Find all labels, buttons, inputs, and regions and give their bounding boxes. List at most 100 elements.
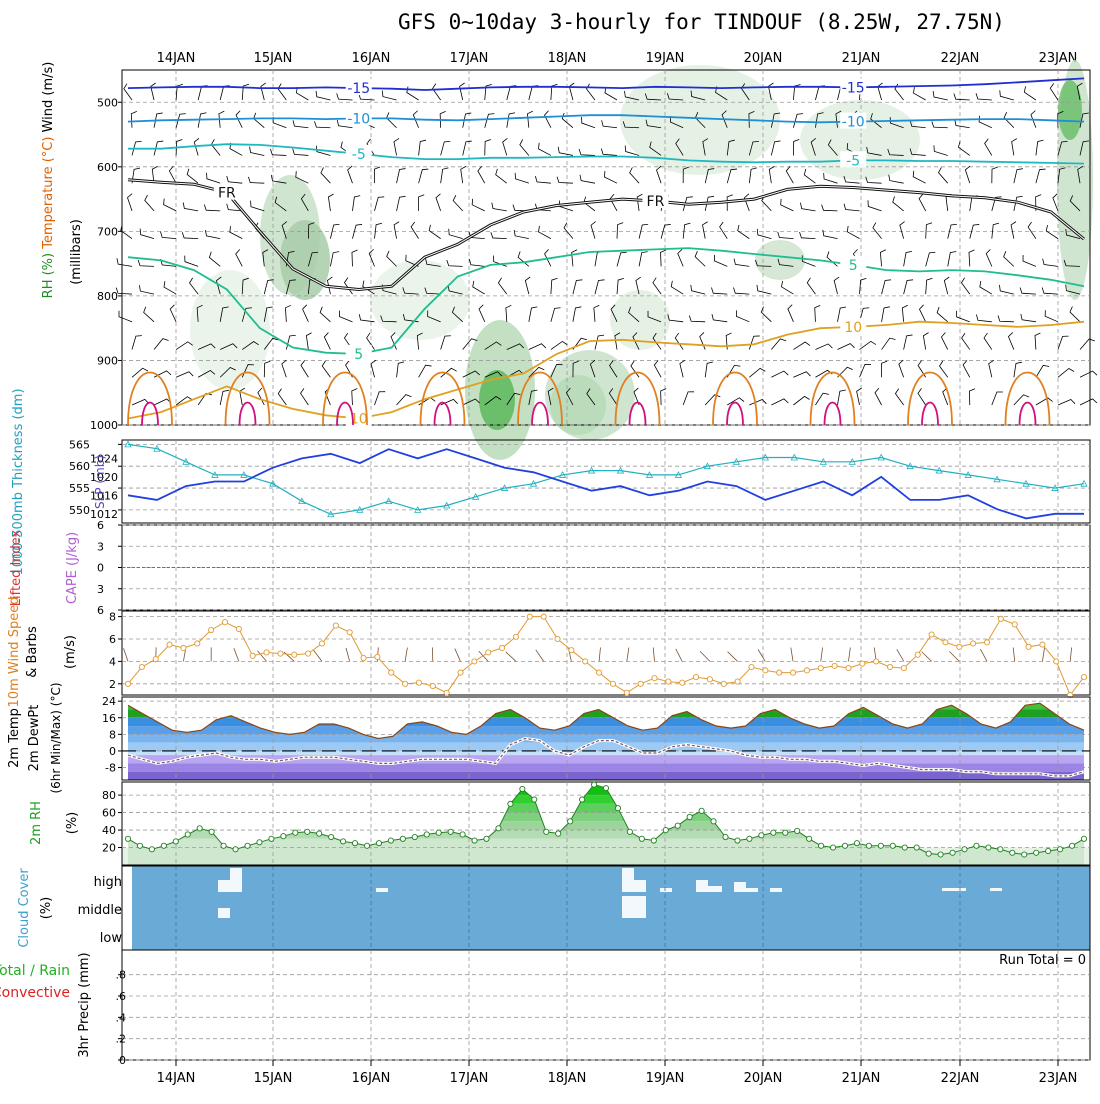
upper-air-ylabel2-text: (millibars) <box>69 219 84 285</box>
wind10-speed-point <box>292 652 297 657</box>
upper-air-barb <box>984 333 992 350</box>
upper-air-barb <box>878 83 883 100</box>
upper-air-barb <box>164 199 177 211</box>
wind10-speed-point <box>693 674 698 679</box>
upper-air-barb <box>520 139 529 155</box>
rh2m-point <box>412 834 417 839</box>
upper-air-barb <box>738 225 750 239</box>
upper-air-barb <box>744 194 749 211</box>
isotherm-label--5: -5 <box>352 147 366 163</box>
wind10-ylabel2-text: & Barbs <box>25 626 40 678</box>
upper-air-barb <box>492 203 507 211</box>
rh2m-point <box>878 843 883 848</box>
rh2m-point <box>854 841 859 846</box>
upper-air-barb <box>525 277 530 294</box>
upper-air-ytick-label: 900 <box>97 354 118 367</box>
cape-ylabel-part: CAPE (J/kg) <box>65 532 80 604</box>
upper-air-barb <box>124 84 132 100</box>
upper-air-barb <box>544 111 550 128</box>
upper-air-barb <box>804 169 815 183</box>
upper-air-barb <box>815 305 821 321</box>
upper-air-barb <box>306 333 311 350</box>
wind10-barb <box>980 649 987 661</box>
thickness-ytick-label: 550 <box>69 504 90 517</box>
isotherm-20-lobe <box>727 403 743 426</box>
wind10-barb <box>346 648 350 662</box>
upper-air-barb <box>934 145 948 155</box>
wind10-ytick-label: 2 <box>109 678 116 691</box>
upper-air-barb <box>749 168 757 183</box>
wind10-speed-point <box>929 632 934 637</box>
upper-air-barb <box>551 308 561 322</box>
cloud-cover-cell <box>622 868 634 892</box>
upper-air-barb <box>463 141 472 155</box>
rh2m-point <box>233 847 238 852</box>
cloud-cover-cell <box>622 896 646 918</box>
wind10-speed-point <box>278 651 283 656</box>
wind10-speed-point <box>139 664 144 669</box>
rh2m-ylabel-part: 2m RH <box>29 801 44 845</box>
upper-air-barb <box>595 280 605 294</box>
rh2m-point <box>842 843 847 848</box>
bottom-date-label-16JAN: 16JAN <box>352 1071 391 1086</box>
rh2m-point <box>723 834 728 839</box>
lifted-index-ytick-label: 6 <box>97 604 104 617</box>
wind10-barb <box>1070 648 1072 662</box>
upper-air-barb <box>204 205 220 211</box>
isotherm-20-lobe <box>825 403 841 426</box>
upper-air-barb <box>1012 139 1017 156</box>
upper-air-barb <box>793 342 810 350</box>
isotherm-20-lobe <box>922 403 938 426</box>
wind10-barb <box>599 648 600 662</box>
upper-air-barb <box>573 280 582 294</box>
upper-air-barb <box>815 344 832 350</box>
upper-air-barb <box>419 195 425 211</box>
wind10-speed-point <box>874 659 879 664</box>
upper-air-barb <box>211 139 220 155</box>
wind10-speed-point <box>347 630 352 635</box>
upper-air-barb <box>979 116 992 128</box>
rh2m-point <box>627 829 632 834</box>
upper-air-barb <box>827 252 838 267</box>
isotherm-label--5: -5 <box>846 153 860 169</box>
upper-air-ylabel-part: Wind (m/s) <box>41 62 56 133</box>
rh2m-point <box>890 843 895 848</box>
upper-air-barb <box>322 361 330 377</box>
upper-air-barb <box>359 314 374 322</box>
upper-air-barb <box>893 196 904 211</box>
upper-air-barb <box>1014 169 1023 184</box>
upper-air-barb <box>352 196 360 211</box>
lifted-index-ytick-label: 0 <box>97 562 104 575</box>
upper-air-barb <box>1058 336 1069 349</box>
upper-air-barb <box>1008 332 1013 349</box>
wind10-barb <box>314 650 322 661</box>
rh2m-point <box>615 806 620 811</box>
temp-band <box>122 697 1090 701</box>
upper-air-barb <box>1050 83 1058 100</box>
wind10-speed-point <box>763 668 768 673</box>
upper-air-barb <box>352 250 358 266</box>
upper-air-barb <box>116 288 132 295</box>
rh2m-ylabel-text: 2m RH <box>29 801 44 845</box>
upper-air-barb <box>1045 310 1058 322</box>
isotherm--10 <box>128 115 1084 122</box>
upper-air-barb <box>496 169 507 183</box>
rh2m-ylabel2: (%) <box>65 812 80 835</box>
upper-air-barb <box>518 252 529 267</box>
upper-air-barb <box>227 176 243 183</box>
upper-air-barb <box>895 389 903 405</box>
temp2m-ylabel2-text: 2m DewPt <box>27 705 42 772</box>
upper-air-barb <box>923 333 928 350</box>
upper-air-barb <box>498 278 506 294</box>
upper-air-barb <box>683 223 690 239</box>
cloud-cover-cell <box>376 888 388 892</box>
rh2m-point <box>675 823 680 828</box>
rh2m-point <box>209 829 214 834</box>
upper-air-barb <box>933 91 948 100</box>
cloud-cover-edge <box>122 866 132 950</box>
wind10-ylabel: 10m Wind Speed <box>7 597 22 708</box>
rh-band <box>122 821 1090 830</box>
wind10-ylabel-part: 10m Wind Speed <box>7 597 22 708</box>
upper-air-barb <box>301 361 308 378</box>
